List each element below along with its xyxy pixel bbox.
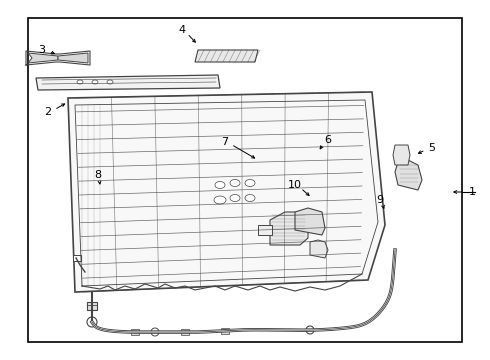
Circle shape <box>306 326 314 334</box>
Ellipse shape <box>215 181 225 189</box>
Circle shape <box>87 317 97 327</box>
Polygon shape <box>58 53 88 63</box>
Polygon shape <box>195 50 258 62</box>
Polygon shape <box>295 208 325 235</box>
Text: 5: 5 <box>428 143 436 153</box>
Ellipse shape <box>245 194 255 202</box>
Ellipse shape <box>107 80 113 84</box>
Text: 8: 8 <box>95 170 101 180</box>
Polygon shape <box>68 92 385 292</box>
Polygon shape <box>28 53 58 63</box>
Bar <box>87 302 97 310</box>
Bar <box>181 329 189 335</box>
Text: 4: 4 <box>178 25 186 35</box>
Circle shape <box>151 328 159 336</box>
FancyBboxPatch shape <box>73 255 81 261</box>
Polygon shape <box>310 240 328 258</box>
Text: 2: 2 <box>45 107 51 117</box>
Text: 9: 9 <box>376 195 384 205</box>
FancyBboxPatch shape <box>258 225 272 235</box>
Polygon shape <box>36 75 220 90</box>
Ellipse shape <box>245 180 255 186</box>
Polygon shape <box>393 145 410 165</box>
Polygon shape <box>270 212 308 245</box>
Text: 6: 6 <box>324 135 332 145</box>
Ellipse shape <box>214 196 226 204</box>
Ellipse shape <box>77 80 83 84</box>
Bar <box>131 329 139 335</box>
Bar <box>28 18 462 342</box>
Ellipse shape <box>230 194 240 202</box>
Ellipse shape <box>92 80 98 84</box>
Polygon shape <box>395 160 422 190</box>
Bar <box>221 328 229 334</box>
Text: 1: 1 <box>468 187 475 197</box>
Text: 3: 3 <box>39 45 46 55</box>
Text: 10: 10 <box>288 180 302 190</box>
Ellipse shape <box>230 180 240 186</box>
Text: 7: 7 <box>221 137 228 147</box>
